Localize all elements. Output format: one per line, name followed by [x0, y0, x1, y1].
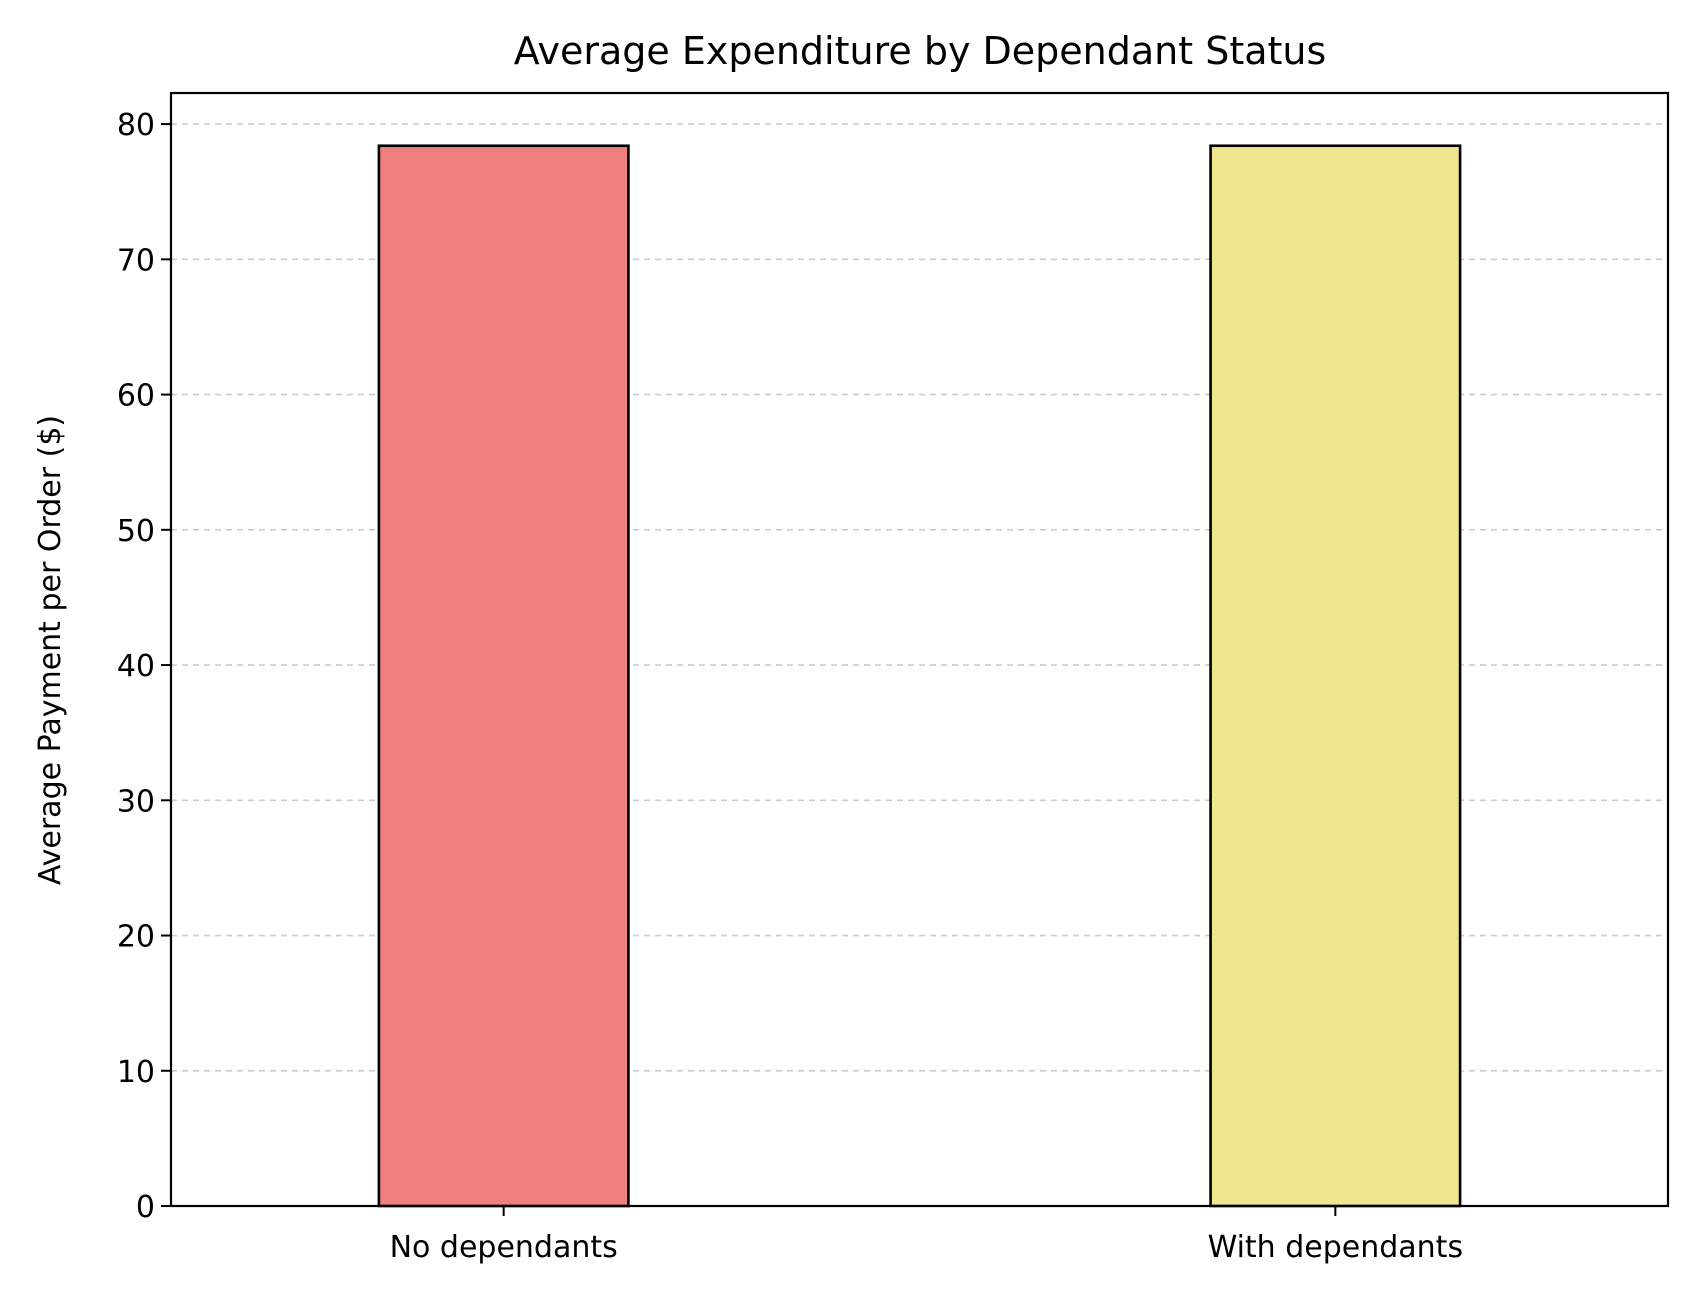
y-tick-label: 40 [117, 649, 155, 684]
y-tick-label: 60 [117, 379, 155, 414]
y-tick-label: 80 [117, 108, 155, 143]
y-tick-label: 30 [117, 784, 155, 819]
bar-with-dependants [1209, 144, 1462, 1208]
y-tick-label: 0 [136, 1190, 155, 1225]
bar-no-dependants [377, 144, 630, 1208]
x-tick-label: No dependants [390, 1230, 618, 1265]
y-axis-label: Average Payment per Order ($) [33, 415, 68, 885]
y-tick-label: 10 [117, 1055, 155, 1090]
chart-title: Average Expenditure by Dependant Status [514, 29, 1327, 73]
y-tick-label: 70 [117, 243, 155, 278]
plot-area-frame [169, 91, 1670, 1208]
y-ticks: 0 10 20 30 40 50 60 70 80 [117, 108, 171, 1225]
y-tick-label: 20 [117, 920, 155, 955]
x-ticks: No dependants With dependants [390, 1206, 1464, 1265]
x-tick-label: With dependants [1208, 1230, 1464, 1265]
y-tick-label: 50 [117, 514, 155, 549]
